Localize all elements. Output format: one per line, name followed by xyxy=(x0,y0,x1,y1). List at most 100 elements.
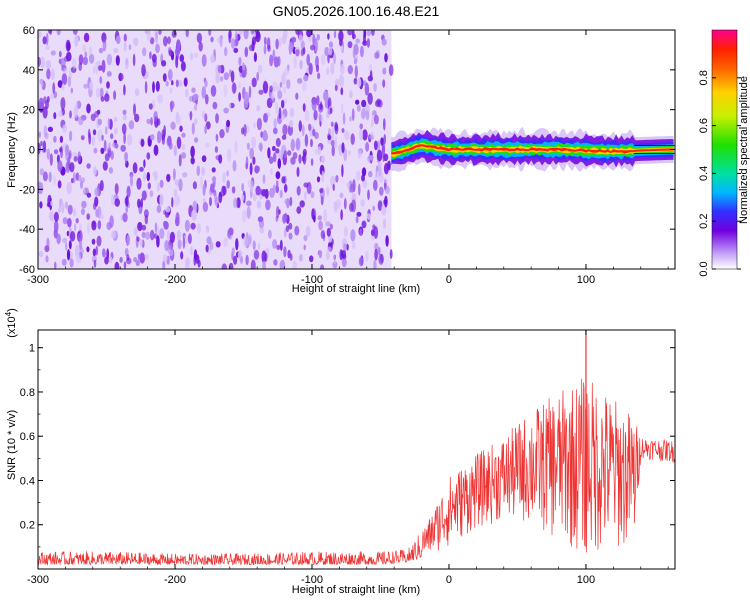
noise-speck xyxy=(140,198,144,208)
noise-speck xyxy=(250,30,254,35)
noise-speck xyxy=(53,220,59,233)
noise-speck xyxy=(215,113,219,124)
noise-speck xyxy=(256,71,260,81)
noise-speck xyxy=(373,83,377,92)
noise-speck xyxy=(233,47,239,54)
noise-speck xyxy=(356,170,361,181)
noise-speck xyxy=(326,67,330,76)
noise-speck xyxy=(184,219,190,232)
noise-speck xyxy=(99,213,104,220)
noise-speck xyxy=(327,33,330,40)
noise-speck xyxy=(343,148,348,162)
noise-speck xyxy=(358,128,364,141)
noise-speck xyxy=(290,138,295,152)
noise-speck xyxy=(194,104,197,111)
x-tick-label: 0 xyxy=(446,574,452,586)
noise-speck xyxy=(362,129,368,141)
noise-speck xyxy=(58,50,62,58)
noise-speck xyxy=(81,44,87,52)
noise-speck xyxy=(66,249,71,261)
noise-speck xyxy=(286,197,290,209)
noise-speck xyxy=(40,141,43,147)
noise-speck xyxy=(205,225,209,231)
noise-speck xyxy=(334,123,339,135)
noise-speck xyxy=(128,120,135,130)
noise-speck xyxy=(226,170,230,177)
noise-speck xyxy=(50,50,56,56)
noise-speck xyxy=(174,179,180,186)
noise-speck xyxy=(93,166,97,176)
noise-speck xyxy=(101,134,104,141)
noise-speck xyxy=(224,46,228,57)
noise-speck xyxy=(137,253,141,260)
noise-speck xyxy=(68,240,72,250)
noise-speck xyxy=(40,80,44,88)
noise-speck xyxy=(42,106,48,119)
noise-speck xyxy=(331,127,335,140)
noise-speck xyxy=(368,134,374,140)
noise-speck xyxy=(165,80,169,87)
noise-speck xyxy=(283,212,288,222)
noise-speck xyxy=(330,62,335,75)
noise-speck xyxy=(81,200,87,209)
noise-speck xyxy=(283,246,287,258)
noise-speck xyxy=(210,183,215,194)
noise-speck xyxy=(281,34,287,45)
noise-speck xyxy=(339,39,343,47)
noise-speck xyxy=(382,67,387,75)
noise-speck xyxy=(122,109,127,116)
noise-speck xyxy=(238,56,242,66)
noise-speck xyxy=(178,178,183,192)
noise-speck xyxy=(253,52,257,63)
noise-speck xyxy=(159,228,165,239)
noise-speck xyxy=(340,63,345,75)
noise-speck xyxy=(38,56,41,67)
spectrogram-ylabel: Frequency (Hz) xyxy=(6,112,18,188)
snr-panel: -300 -200 -100 0 100 0.2 0.4 0.6 0.8 1 Height of … xyxy=(4,308,676,596)
noise-speck xyxy=(385,185,390,195)
noise-speck xyxy=(111,230,117,239)
noise-speck xyxy=(139,252,145,264)
spectrogram-panel: -300 -200 -100 0 100 60 40 20 0 -20 -40 -60 Height … xyxy=(6,25,676,295)
noise-speck xyxy=(175,55,179,69)
noise-speck xyxy=(201,86,207,99)
noise-speck xyxy=(92,65,96,74)
noise-speck xyxy=(205,244,209,253)
noise-speck xyxy=(155,43,160,54)
noise-speck xyxy=(223,84,228,97)
noise-speck xyxy=(361,99,367,108)
noise-speck xyxy=(382,79,386,88)
noise-speck xyxy=(264,252,268,262)
noise-speck xyxy=(295,92,299,100)
noise-speck xyxy=(364,82,370,96)
noise-speck xyxy=(330,139,335,147)
noise-speck xyxy=(281,176,286,184)
noise-speck xyxy=(209,241,214,251)
noise-speck xyxy=(359,45,364,58)
colorbar-tick-label: 0.2 xyxy=(698,214,710,229)
noise-speck xyxy=(159,179,164,188)
noise-speck xyxy=(341,257,347,268)
snr-ticks: -300 -200 -100 0 100 0.2 0.4 0.6 0.8 1 xyxy=(20,330,675,586)
noise-speck xyxy=(243,30,249,40)
noise-speck xyxy=(359,228,363,236)
noise-speck xyxy=(301,155,305,162)
noise-speck xyxy=(205,142,210,148)
noise-speck xyxy=(57,80,63,88)
noise-speck xyxy=(157,94,163,104)
noise-speck xyxy=(71,151,78,158)
noise-speck xyxy=(91,136,95,147)
noise-speck xyxy=(144,209,149,219)
noise-speck xyxy=(201,54,207,67)
noise-speck xyxy=(53,175,56,186)
noise-speck xyxy=(241,194,245,201)
noise-speck xyxy=(66,42,71,51)
noise-speck xyxy=(363,31,366,45)
noise-speck xyxy=(315,64,320,73)
noise-speck xyxy=(222,172,226,184)
noise-speck xyxy=(143,171,147,182)
noise-speck xyxy=(108,142,111,150)
noise-speck xyxy=(246,142,250,150)
noise-speck xyxy=(152,98,155,110)
noise-speck xyxy=(38,97,45,110)
